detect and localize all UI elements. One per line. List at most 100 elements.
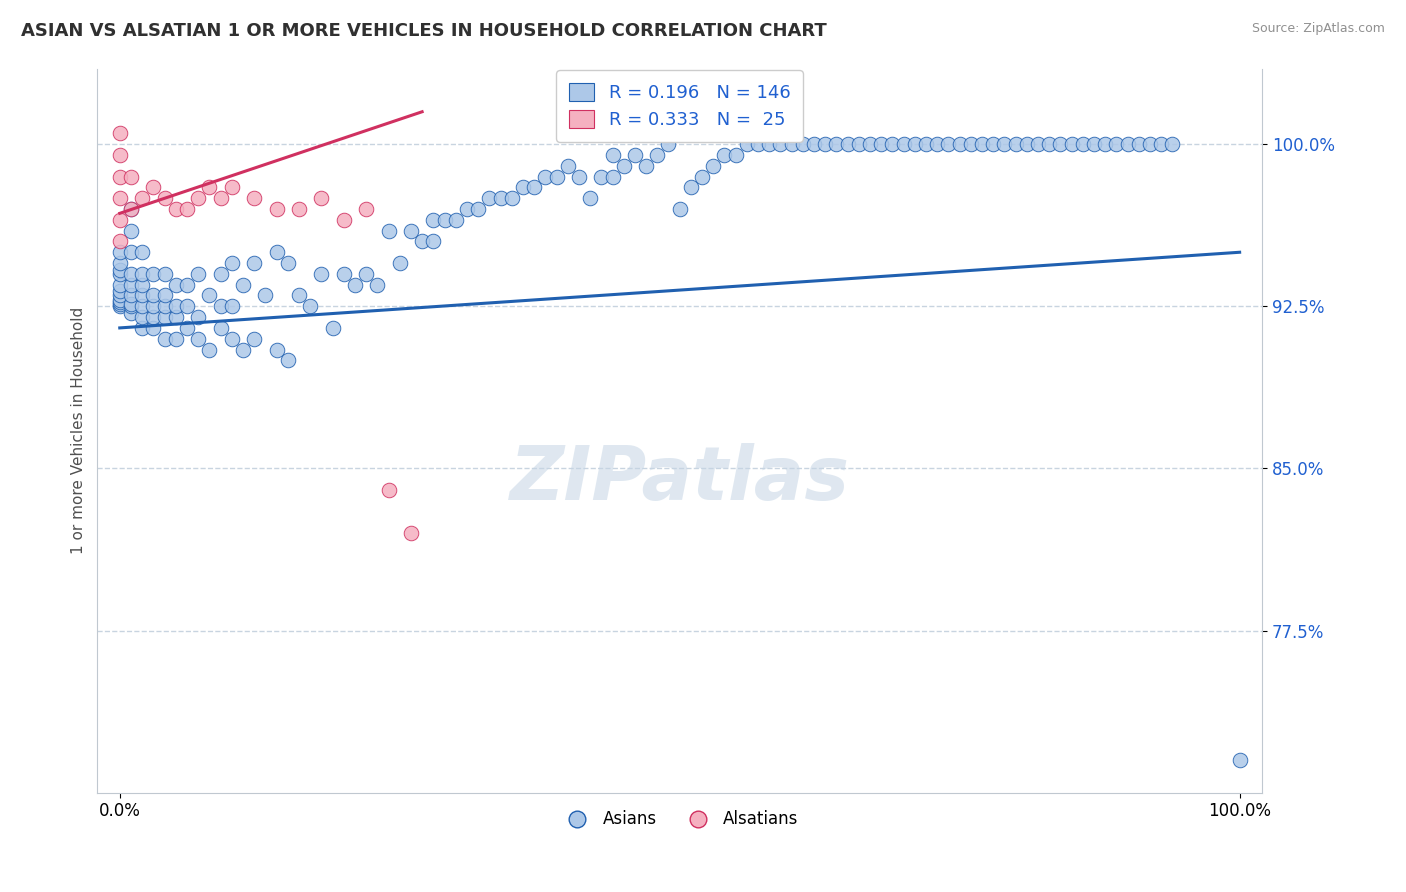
- Point: [131, 191, 153, 205]
- Point: [735, 137, 758, 152]
- Point: [176, 299, 198, 313]
- Point: [825, 137, 848, 152]
- Point: [780, 137, 803, 152]
- Point: [153, 288, 176, 302]
- Point: [1015, 137, 1038, 152]
- Point: [679, 180, 702, 194]
- Point: [456, 202, 478, 216]
- Point: [165, 310, 187, 324]
- Point: [108, 262, 131, 277]
- Point: [478, 191, 501, 205]
- Legend: Asians, Alsatians: Asians, Alsatians: [554, 804, 806, 835]
- Point: [131, 288, 153, 302]
- Point: [501, 191, 523, 205]
- Point: [523, 180, 546, 194]
- Point: [209, 321, 232, 335]
- Point: [120, 267, 142, 281]
- Point: [422, 235, 444, 249]
- Point: [254, 288, 277, 302]
- Point: [377, 483, 399, 497]
- Point: [120, 297, 142, 311]
- Point: [467, 202, 489, 216]
- Point: [232, 277, 254, 292]
- Point: [221, 332, 243, 346]
- Point: [960, 137, 983, 152]
- Point: [198, 180, 221, 194]
- Point: [769, 137, 792, 152]
- Point: [1038, 137, 1060, 152]
- Point: [591, 169, 613, 184]
- Point: [1229, 753, 1251, 767]
- Point: [613, 159, 636, 173]
- Point: [1060, 137, 1083, 152]
- Point: [243, 191, 266, 205]
- Point: [814, 137, 837, 152]
- Point: [702, 159, 724, 173]
- Point: [1161, 137, 1184, 152]
- Point: [927, 137, 949, 152]
- Point: [243, 256, 266, 270]
- Point: [120, 277, 142, 292]
- Point: [366, 277, 388, 292]
- Point: [645, 148, 668, 162]
- Point: [108, 297, 131, 311]
- Point: [131, 267, 153, 281]
- Point: [870, 137, 893, 152]
- Point: [859, 137, 882, 152]
- Point: [1049, 137, 1071, 152]
- Point: [165, 332, 187, 346]
- Point: [221, 299, 243, 313]
- Point: [131, 299, 153, 313]
- Point: [176, 321, 198, 335]
- Point: [747, 137, 769, 152]
- Point: [1083, 137, 1105, 152]
- Point: [165, 299, 187, 313]
- Point: [311, 191, 333, 205]
- Point: [120, 306, 142, 320]
- Point: [1004, 137, 1026, 152]
- Point: [1128, 137, 1150, 152]
- Point: [534, 169, 557, 184]
- Point: [108, 256, 131, 270]
- Point: [232, 343, 254, 357]
- Point: [187, 191, 209, 205]
- Text: ZIPatlas: ZIPatlas: [510, 442, 849, 516]
- Point: [209, 267, 232, 281]
- Point: [354, 267, 377, 281]
- Point: [377, 224, 399, 238]
- Point: [837, 137, 859, 152]
- Point: [602, 169, 624, 184]
- Point: [108, 127, 131, 141]
- Point: [221, 256, 243, 270]
- Point: [690, 169, 713, 184]
- Point: [187, 267, 209, 281]
- Point: [602, 148, 624, 162]
- Point: [724, 148, 747, 162]
- Point: [388, 256, 411, 270]
- Point: [288, 288, 311, 302]
- Point: [803, 137, 825, 152]
- Point: [949, 137, 972, 152]
- Point: [266, 343, 288, 357]
- Point: [792, 137, 814, 152]
- Point: [165, 277, 187, 292]
- Point: [120, 288, 142, 302]
- Point: [311, 267, 333, 281]
- Point: [444, 212, 467, 227]
- Point: [165, 202, 187, 216]
- Point: [624, 148, 647, 162]
- Point: [142, 267, 165, 281]
- Point: [970, 137, 993, 152]
- Point: [243, 332, 266, 346]
- Point: [1105, 137, 1128, 152]
- Point: [668, 202, 690, 216]
- Point: [568, 169, 591, 184]
- Point: [1150, 137, 1173, 152]
- Point: [120, 224, 142, 238]
- Point: [142, 299, 165, 313]
- Point: [131, 277, 153, 292]
- Point: [657, 137, 679, 152]
- Point: [108, 284, 131, 298]
- Point: [938, 137, 960, 152]
- Point: [1139, 137, 1161, 152]
